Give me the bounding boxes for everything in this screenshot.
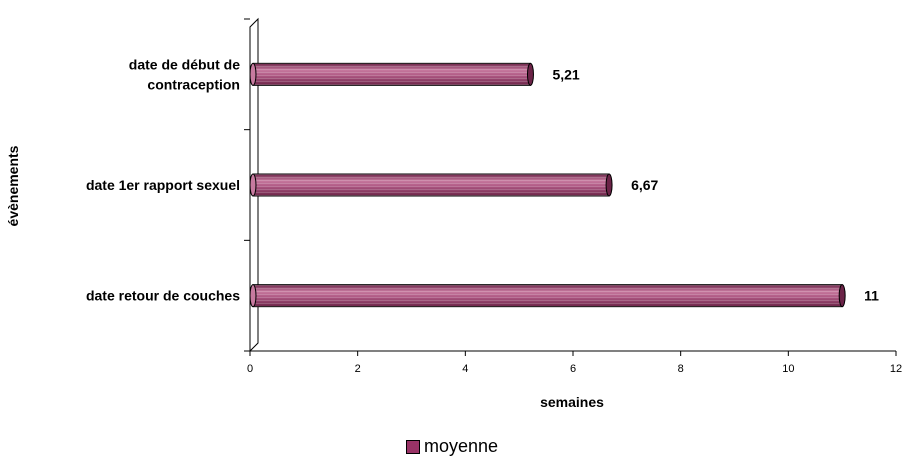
category-label: date 1er rapport sexuel	[86, 177, 240, 193]
bar-cap	[526, 62, 534, 86]
x-tick-label: 10	[782, 363, 794, 375]
x-tick-label: 4	[462, 363, 468, 375]
bar-cap	[605, 173, 613, 197]
bar-cap	[838, 284, 846, 308]
bar-base	[249, 284, 257, 308]
data-label: 5,21	[552, 66, 579, 82]
x-tick-label: 2	[355, 363, 361, 375]
bar-stripes	[253, 284, 843, 307]
y-axis-wall	[249, 17, 259, 352]
bar-stripes	[253, 63, 531, 86]
category-label: date de début de	[129, 56, 240, 72]
x-tick-label: 12	[890, 363, 902, 375]
bar	[249, 62, 534, 86]
data-label: 11	[864, 288, 879, 304]
data-label: 6,67	[631, 177, 658, 193]
x-tick-label: 8	[678, 363, 684, 375]
x-tick-label: 6	[570, 363, 576, 375]
legend-label-moyenne: moyenne	[424, 436, 499, 456]
axes: 0 2 4 6 8 10 12	[244, 17, 902, 375]
legend: moyenne	[406, 436, 498, 457]
category-label: contraception	[147, 76, 240, 92]
bar-base	[249, 62, 257, 86]
x-axis-title: semaines	[540, 394, 604, 410]
x-tick-label: 0	[247, 363, 253, 375]
bars	[249, 62, 846, 308]
bar-stripes	[253, 174, 610, 196]
bar	[249, 173, 613, 197]
bar	[249, 284, 846, 308]
y-axis-title: évènements	[5, 145, 21, 226]
category-label: date retour de couches	[86, 288, 240, 304]
labels: 5,21 date de début de contraception 6,67 dat…	[86, 56, 879, 303]
legend-swatch	[406, 439, 420, 454]
bar-base	[249, 173, 257, 197]
